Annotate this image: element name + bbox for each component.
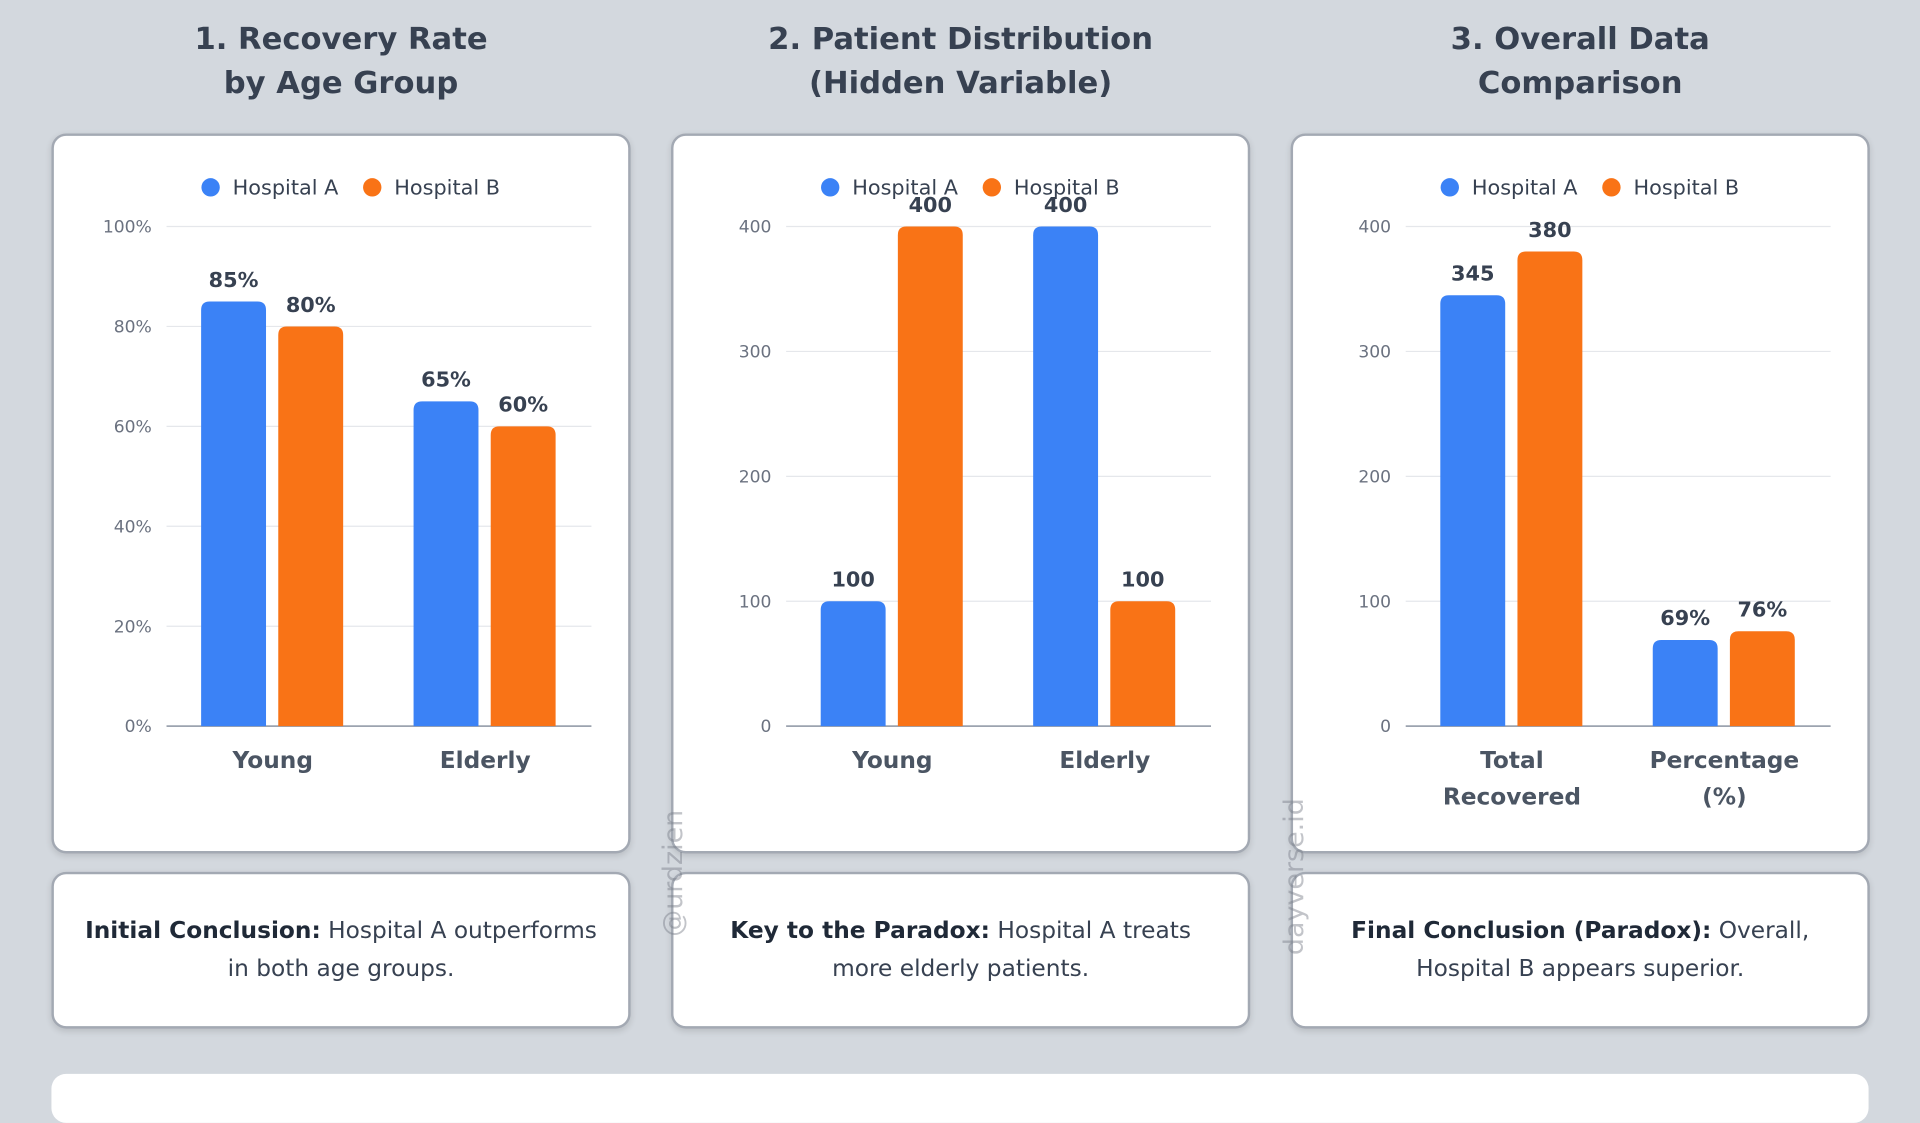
bar xyxy=(1517,251,1583,727)
legend-label: Hospital A xyxy=(1472,176,1578,200)
chart-card: 0% 20% 40% 60% 80% 100% Hospital A Hospital B Yo… xyxy=(51,133,631,854)
y-tick-label: 0 xyxy=(761,717,772,737)
root: 1. Recovery Rate by Age Group 0% 20% 40% 60%… xyxy=(51,20,1870,1123)
conclusion-body: Hospital A outperforms in both age group… xyxy=(227,917,597,983)
x-tick-label: Percentage (%) xyxy=(1650,747,1800,811)
watermark: @urdzien xyxy=(658,809,690,937)
chart: 0 100 200 300 400 Hospital A Hospital B Total Re… xyxy=(1358,176,1831,811)
bar xyxy=(278,326,344,727)
chart-card: 0 100 200 300 400 Hospital A Hospital B Total Re… xyxy=(1290,133,1870,854)
chart-title: 2. Patient Distribution (Hidden Variable… xyxy=(768,20,1154,101)
value-label: 100 xyxy=(831,568,874,592)
x-tick-label: Total Recovered xyxy=(1443,747,1581,811)
conclusion-lead: Initial Conclusion: xyxy=(85,917,321,945)
conclusion-card: Final Conclusion (Paradox): Overall, Hos… xyxy=(1290,871,1870,1029)
value-label: 85% xyxy=(209,268,259,292)
x-tick-label: Elderly xyxy=(1059,747,1150,774)
value-label: 380 xyxy=(1528,218,1571,242)
conclusion-lead: Key to the Paradox: xyxy=(730,917,990,945)
conclusion-text: Final Conclusion (Paradox): Overall, Hos… xyxy=(1318,912,1843,988)
bar xyxy=(1110,601,1176,727)
legend-label: Hospital A xyxy=(233,176,339,200)
chart: 0% 20% 40% 60% 80% 100% Hospital A Hospital B Yo… xyxy=(103,176,592,774)
chart-title: 3. Overall Data Comparison xyxy=(1450,20,1710,101)
legend-label: Hospital A xyxy=(852,176,958,200)
y-tick-label: 400 xyxy=(739,218,772,238)
y-tick-label: 200 xyxy=(1358,467,1391,487)
conclusion-card: Key to the Paradox: Hospital A treats mo… xyxy=(671,871,1251,1029)
legend-marker xyxy=(1602,178,1621,197)
value-label: 65% xyxy=(421,368,471,392)
bar xyxy=(490,426,556,727)
page: 1. Recovery Rate by Age Group 0% 20% 40% 60%… xyxy=(51,20,1870,1123)
bar xyxy=(820,601,886,727)
conclusion-lead: Final Conclusion (Paradox): xyxy=(1351,917,1712,945)
conclusion-text: Initial Conclusion: Hospital A outperfor… xyxy=(78,912,603,988)
bar xyxy=(413,401,479,727)
conclusion-text: Key to the Paradox: Hospital A treats mo… xyxy=(698,912,1223,988)
legend-label: Hospital B xyxy=(1014,176,1120,200)
legend-marker xyxy=(1440,178,1459,197)
y-tick-label: 20% xyxy=(114,617,152,637)
legend-marker xyxy=(982,178,1002,197)
conclusion-body: Overall, Hospital B appears superior. xyxy=(1416,917,1810,983)
value-label: 69% xyxy=(1660,606,1710,630)
legend-marker xyxy=(201,178,220,197)
y-tick-label: 100 xyxy=(1358,592,1391,612)
y-tick-label: 300 xyxy=(1358,343,1391,363)
bar xyxy=(1440,295,1506,727)
value-label: 60% xyxy=(498,393,548,417)
bar xyxy=(897,226,963,727)
chart-card: 0 100 200 300 400 Hospital A Hospital B Young 10… xyxy=(671,133,1251,854)
legend-marker xyxy=(821,178,840,197)
value-label: 400 xyxy=(909,193,952,217)
y-tick-label: 40% xyxy=(114,517,152,537)
x-tick-label: Elderly xyxy=(440,747,531,774)
x-tick-label: Young xyxy=(232,747,313,774)
conclusion-card: Initial Conclusion: Hospital A outperfor… xyxy=(51,871,631,1029)
value-label: 100 xyxy=(1121,568,1164,592)
bar xyxy=(1652,639,1718,727)
y-tick-label: 300 xyxy=(739,343,772,363)
value-label: 345 xyxy=(1451,262,1494,286)
conclusion-body: Hospital A treats more elderly patients. xyxy=(832,917,1191,983)
legend-label: Hospital B xyxy=(1633,176,1739,200)
value-label: 400 xyxy=(1044,193,1087,217)
y-tick-label: 400 xyxy=(1358,218,1391,238)
x-tick-label: Young xyxy=(851,747,932,774)
y-tick-label: 80% xyxy=(114,318,152,338)
value-label: 80% xyxy=(286,293,336,317)
y-tick-label: 0% xyxy=(125,717,152,737)
bar xyxy=(201,301,267,727)
y-tick-label: 200 xyxy=(739,467,772,487)
next-card xyxy=(51,1073,1869,1123)
watermark: dayverse.id xyxy=(1279,798,1311,956)
y-tick-label: 100 xyxy=(739,592,772,612)
bar xyxy=(1033,226,1099,727)
y-tick-label: 0 xyxy=(1380,717,1391,737)
legend-label: Hospital B xyxy=(394,176,500,200)
value-label: 76% xyxy=(1737,598,1787,622)
y-tick-label: 60% xyxy=(114,417,152,437)
y-tick-label: 100% xyxy=(103,218,152,238)
legend-marker xyxy=(363,178,382,197)
bar xyxy=(1729,631,1795,727)
chart-title: 1. Recovery Rate by Age Group xyxy=(194,20,488,101)
